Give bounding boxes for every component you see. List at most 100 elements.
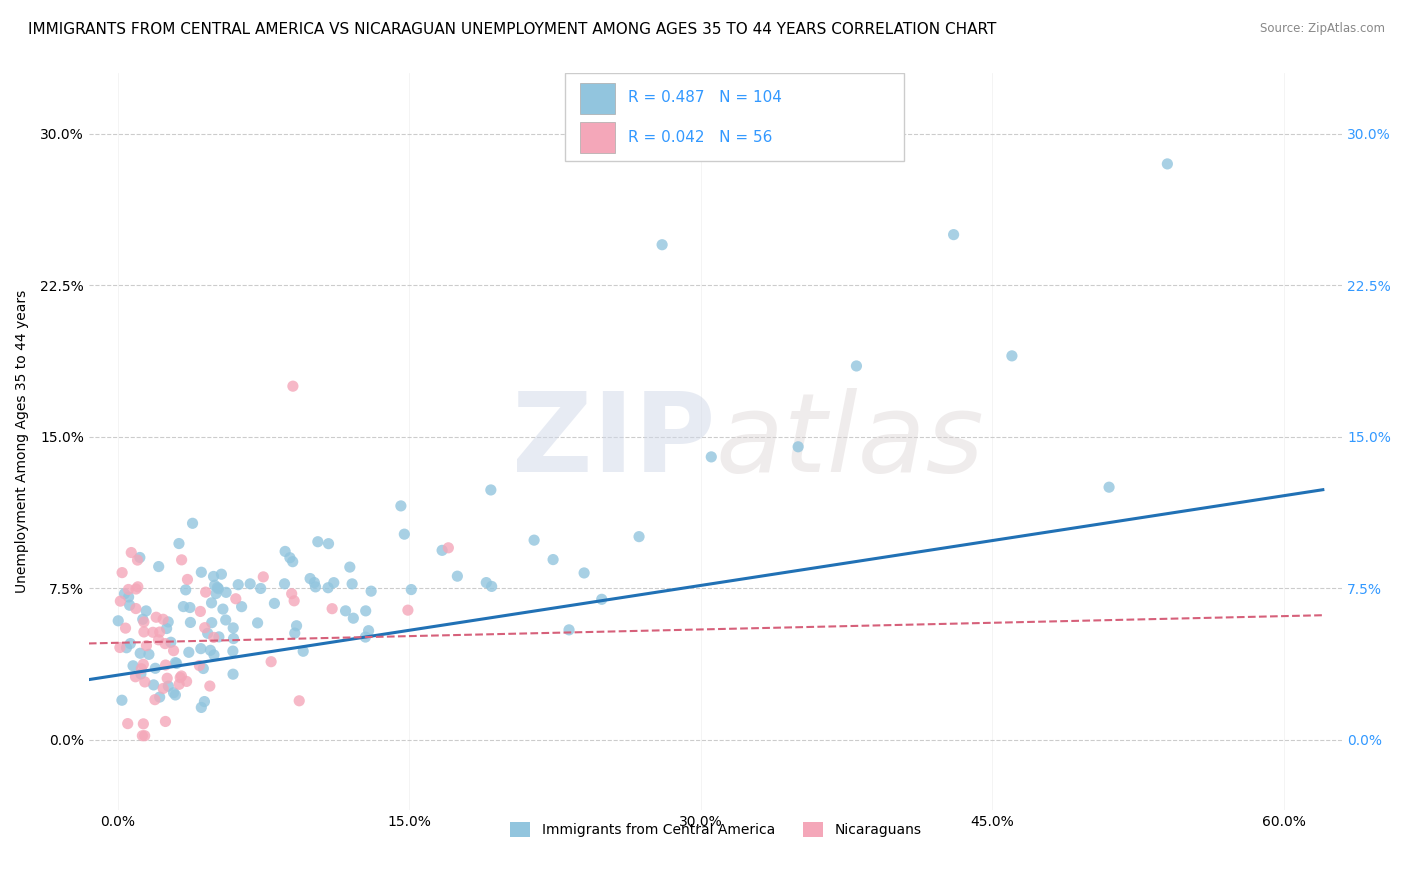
- Point: [787, 440, 810, 454]
- Point: [222, 644, 245, 658]
- Point: [357, 624, 380, 638]
- Point: [318, 537, 340, 551]
- Point: [231, 599, 253, 614]
- Point: [572, 566, 595, 580]
- Point: [209, 567, 232, 582]
- Point: [523, 533, 546, 548]
- Point: [225, 591, 247, 606]
- Point: [430, 543, 453, 558]
- Point: [481, 579, 503, 593]
- Point: [360, 584, 382, 599]
- Point: [142, 625, 165, 640]
- Point: [114, 587, 136, 601]
- Point: [127, 580, 149, 594]
- Point: [212, 602, 235, 616]
- Point: [132, 716, 155, 731]
- Point: [651, 237, 673, 252]
- Point: [188, 658, 211, 673]
- Point: [202, 631, 225, 645]
- Point: [157, 679, 180, 693]
- Point: [316, 581, 339, 595]
- Point: [558, 623, 581, 637]
- FancyBboxPatch shape: [565, 73, 904, 161]
- Point: [281, 379, 304, 393]
- Point: [193, 661, 215, 675]
- Point: [108, 640, 131, 655]
- Point: [129, 667, 152, 681]
- Point: [107, 614, 129, 628]
- Point: [202, 569, 225, 583]
- Point: [155, 622, 177, 636]
- Point: [118, 599, 141, 613]
- Point: [845, 359, 868, 373]
- Point: [149, 625, 172, 640]
- Point: [157, 615, 180, 629]
- Point: [152, 612, 174, 626]
- Text: Source: ZipAtlas.com: Source: ZipAtlas.com: [1260, 22, 1385, 36]
- Point: [165, 656, 187, 670]
- Point: [190, 641, 212, 656]
- Point: [143, 661, 166, 675]
- Point: [193, 695, 215, 709]
- Point: [127, 553, 149, 567]
- Point: [222, 632, 245, 646]
- Point: [169, 671, 191, 685]
- Point: [252, 570, 274, 584]
- Point: [274, 544, 297, 558]
- Point: [1098, 480, 1121, 494]
- FancyBboxPatch shape: [581, 121, 616, 153]
- Point: [322, 575, 344, 590]
- Point: [394, 527, 416, 541]
- Point: [288, 694, 311, 708]
- Point: [149, 690, 172, 704]
- Point: [222, 667, 245, 681]
- Point: [541, 552, 564, 566]
- Point: [396, 603, 419, 617]
- Point: [111, 566, 134, 580]
- Point: [156, 671, 179, 685]
- Point: [132, 657, 155, 672]
- Point: [198, 679, 221, 693]
- Point: [208, 630, 231, 644]
- Point: [117, 590, 139, 604]
- Point: [160, 635, 183, 649]
- Point: [153, 637, 176, 651]
- Point: [389, 499, 412, 513]
- Point: [591, 592, 613, 607]
- Point: [194, 585, 217, 599]
- Point: [307, 534, 329, 549]
- Point: [190, 700, 212, 714]
- Point: [177, 645, 200, 659]
- Point: [155, 714, 177, 729]
- Point: [132, 624, 155, 639]
- Point: [283, 594, 305, 608]
- Point: [304, 580, 326, 594]
- Point: [339, 560, 361, 574]
- Point: [204, 578, 226, 592]
- Point: [335, 604, 357, 618]
- Point: [148, 632, 170, 647]
- Point: [176, 573, 198, 587]
- Point: [145, 610, 167, 624]
- Point: [152, 681, 174, 696]
- Point: [700, 450, 723, 464]
- Point: [120, 637, 142, 651]
- Point: [117, 582, 139, 597]
- Text: atlas: atlas: [716, 388, 984, 495]
- Point: [260, 655, 283, 669]
- Point: [138, 648, 160, 662]
- Point: [207, 582, 229, 596]
- Point: [207, 581, 229, 595]
- Point: [134, 675, 156, 690]
- Point: [135, 604, 157, 618]
- Point: [165, 688, 187, 702]
- Text: ZIP: ZIP: [512, 388, 716, 495]
- Point: [131, 662, 153, 676]
- Point: [148, 559, 170, 574]
- Point: [304, 575, 326, 590]
- Point: [263, 596, 285, 610]
- Point: [167, 536, 190, 550]
- Text: R = 0.487   N = 104: R = 0.487 N = 104: [628, 90, 782, 105]
- Point: [401, 582, 423, 597]
- Point: [179, 615, 201, 630]
